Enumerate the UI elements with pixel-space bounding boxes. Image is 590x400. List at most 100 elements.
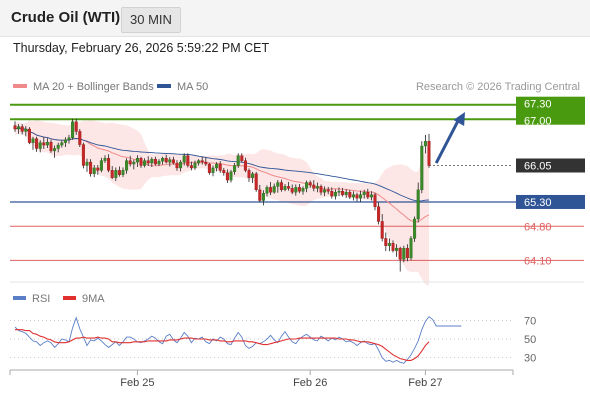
candle (45, 138, 49, 148)
candle-body (164, 157, 168, 163)
candle-body (283, 186, 287, 191)
candle (308, 180, 312, 188)
candle-body (157, 160, 161, 165)
candle (326, 186, 330, 195)
candle (297, 183, 301, 194)
candle-body (63, 139, 67, 143)
candle (243, 157, 247, 173)
candle (247, 168, 251, 183)
candle (290, 184, 294, 195)
candle-body (96, 167, 100, 171)
candle-body (135, 157, 139, 163)
candle-body (218, 163, 222, 171)
rsi-line (14, 316, 462, 364)
candle (128, 155, 132, 167)
candle-body (243, 160, 247, 171)
candle-body (330, 191, 334, 197)
candle (35, 136, 39, 152)
candle (305, 180, 309, 193)
candle (423, 134, 427, 154)
candle (175, 160, 179, 171)
candle (186, 153, 190, 168)
rsi-tick-50: 50 (524, 334, 536, 346)
candle (42, 137, 46, 149)
candle (103, 155, 107, 164)
candle (416, 182, 420, 223)
candle (99, 157, 103, 173)
candle-body (197, 160, 201, 164)
candle-body (107, 157, 111, 171)
candle-body (71, 121, 75, 138)
legend-swatch-0 (13, 84, 27, 88)
candle (380, 214, 384, 242)
candle-body (193, 162, 197, 169)
timeframe-button[interactable]: 30 MIN (121, 7, 181, 33)
candle-body (373, 194, 377, 208)
candle-body (279, 182, 283, 191)
candle-body (337, 191, 341, 193)
candle (193, 160, 197, 170)
candle (179, 160, 183, 172)
candle-body (413, 218, 417, 239)
candle-body (45, 141, 49, 146)
candle-body (395, 247, 399, 251)
candle-body (377, 206, 381, 222)
candle-body (265, 187, 269, 194)
candle-body (319, 186, 323, 193)
candle-body (405, 247, 409, 259)
candle-body (297, 187, 301, 192)
candle (236, 153, 240, 168)
candle (351, 191, 355, 201)
candle (261, 190, 265, 206)
resistance-label-box (516, 96, 585, 125)
candle-body (387, 243, 391, 246)
candle-body (89, 161, 93, 174)
candle-body (114, 170, 118, 178)
candle-body (420, 145, 424, 191)
level-label-64-10: 64.10 (524, 255, 552, 267)
candle (197, 159, 201, 166)
candle (337, 187, 341, 197)
candle (279, 179, 283, 192)
candle (359, 190, 363, 202)
candle (240, 153, 244, 163)
candle-body (355, 194, 359, 199)
candle-body (146, 160, 150, 164)
candle (38, 140, 42, 153)
rsi-legend-swatch-0 (13, 296, 26, 300)
candle-body (24, 128, 28, 132)
candle-body (369, 194, 373, 198)
candle-body (161, 157, 165, 162)
candle (161, 156, 165, 165)
candle (287, 182, 291, 191)
forecast-arrow-shaft (434, 118, 461, 164)
candle (323, 186, 327, 197)
candle-body (362, 192, 366, 195)
ma50-line (14, 127, 430, 202)
candle-body (261, 193, 265, 201)
candle-body (380, 221, 384, 239)
candle-body (78, 131, 82, 145)
candle-body (200, 160, 204, 163)
candle-body (240, 155, 244, 161)
candle-body (99, 160, 103, 171)
candle (171, 156, 175, 165)
candle (63, 137, 67, 148)
candle-body (236, 155, 240, 166)
candle (153, 156, 157, 166)
candle (362, 189, 366, 199)
instrument-title: Crude Oil (WTI) (11, 9, 121, 26)
candle-body (204, 161, 208, 165)
candle (251, 171, 255, 183)
candle (369, 191, 373, 201)
candle (150, 157, 154, 167)
candle-body (215, 163, 219, 169)
candle (204, 157, 208, 166)
candle (121, 167, 125, 178)
x-tick-label: Feb 25 (120, 377, 154, 389)
candle (222, 167, 226, 176)
candle (254, 171, 258, 192)
candle-body (423, 140, 427, 147)
candle (384, 232, 388, 252)
